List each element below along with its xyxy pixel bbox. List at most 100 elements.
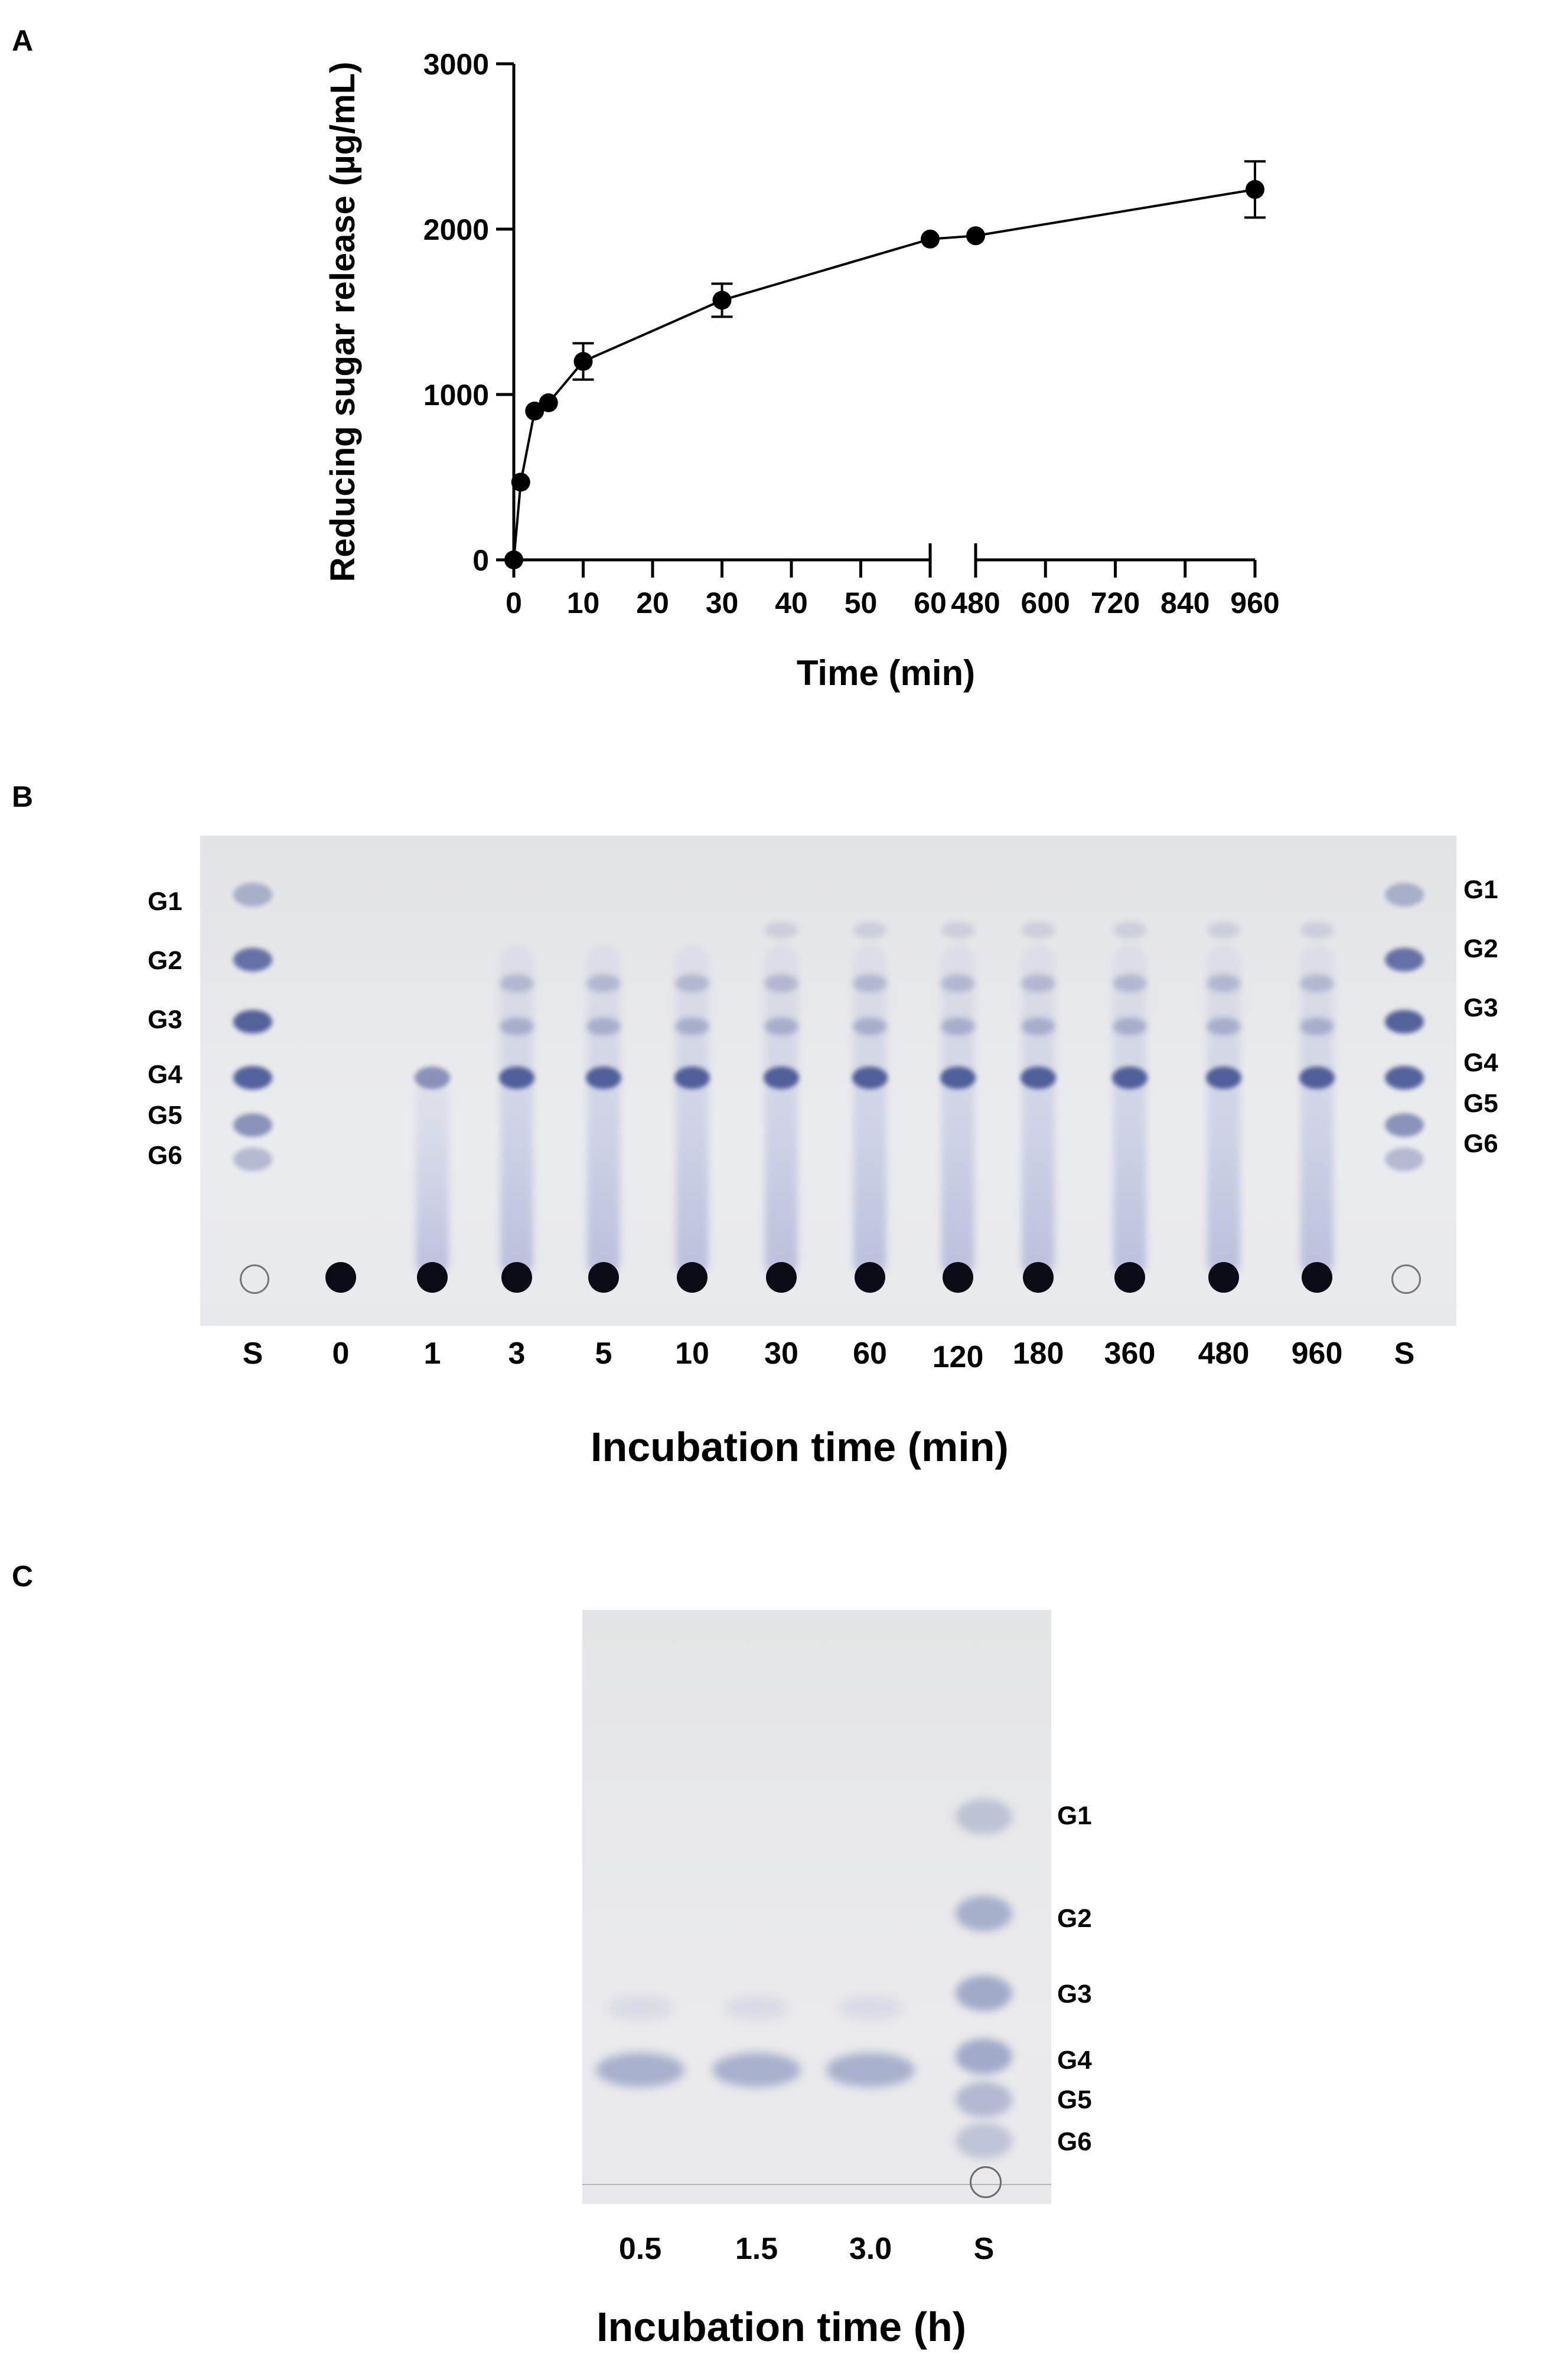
g3-band xyxy=(1021,1018,1055,1035)
lane-label: 30 xyxy=(764,1336,798,1371)
g1-band xyxy=(1113,922,1146,938)
lane-streak xyxy=(587,945,620,1277)
g1-band xyxy=(853,922,886,938)
band-label: G2 xyxy=(148,946,182,975)
g4-band xyxy=(940,1067,976,1089)
series-line xyxy=(513,188,1256,560)
band-label: G3 xyxy=(148,1005,182,1034)
data-point xyxy=(966,226,985,246)
g4-band xyxy=(415,1067,450,1089)
panel-a-letter: A xyxy=(12,24,34,57)
band-label: G5 xyxy=(1057,2085,1092,2114)
origin-spot xyxy=(677,1262,708,1293)
standard-band xyxy=(1385,1147,1424,1171)
x-tick-label: 50 xyxy=(845,586,878,620)
y-tick-label: 0 xyxy=(472,544,489,577)
standard-band xyxy=(956,1975,1012,2011)
lane-label: 10 xyxy=(675,1336,709,1371)
origin-spot xyxy=(1023,1262,1054,1293)
g4-band xyxy=(712,2053,801,2087)
origin-spot xyxy=(417,1262,448,1293)
standard-band xyxy=(1385,948,1424,971)
g4-band xyxy=(1299,1067,1335,1089)
standard-band xyxy=(956,2082,1012,2117)
x-tick-label: 30 xyxy=(706,586,739,620)
lane-label: 960 xyxy=(1291,1336,1343,1371)
lane-streak xyxy=(765,945,798,1277)
lane-streak xyxy=(941,945,974,1277)
faint-band xyxy=(724,1996,789,2020)
data-point xyxy=(573,352,593,371)
lane-label: S xyxy=(973,2232,995,2266)
x-tick-label: 960 xyxy=(1230,586,1279,620)
lane-streak xyxy=(1300,945,1334,1277)
standard-band xyxy=(233,1010,272,1033)
lane-label: 0.5 xyxy=(618,2232,662,2266)
lane-streak xyxy=(676,945,709,1277)
data-point xyxy=(525,402,545,420)
g2-band xyxy=(500,974,534,992)
y-tick-label: 2000 xyxy=(423,213,489,246)
g2-band xyxy=(1300,974,1334,992)
g2-band xyxy=(764,974,798,992)
origin-ring xyxy=(240,1264,269,1294)
standard-band xyxy=(956,1799,1012,1834)
standard-band xyxy=(1385,883,1424,907)
y-tick-label: 1000 xyxy=(423,379,489,412)
band-label: G3 xyxy=(1057,1980,1092,2009)
origin-spot xyxy=(1114,1262,1145,1293)
lane-label: S xyxy=(1394,1336,1415,1371)
band-label: G6 xyxy=(1057,2127,1092,2156)
standard-band xyxy=(1385,1010,1424,1033)
g4-band xyxy=(826,2053,915,2087)
origin-spot xyxy=(1208,1262,1239,1293)
band-label: G4 xyxy=(1057,2046,1092,2075)
g1-band xyxy=(1207,922,1240,938)
band-label: G3 xyxy=(1463,993,1498,1022)
g2-band xyxy=(586,974,621,992)
band-label: G5 xyxy=(148,1101,182,1130)
g2-band xyxy=(941,974,975,992)
band-label: G1 xyxy=(148,887,182,916)
x-axis-title: Time (min) xyxy=(797,653,975,693)
origin-spot xyxy=(1302,1262,1332,1293)
lane-label: 5 xyxy=(595,1336,612,1371)
lane-label: 60 xyxy=(853,1336,887,1371)
lane-streak xyxy=(500,945,533,1277)
lane-label: 480 xyxy=(1198,1336,1250,1371)
panel-c-letter: C xyxy=(12,1560,34,1593)
x-tick-label: 0 xyxy=(506,586,522,620)
standard-band xyxy=(956,2039,1012,2074)
g1-band xyxy=(1300,922,1334,938)
g3-band xyxy=(500,1018,534,1035)
lane-streak xyxy=(1022,945,1055,1277)
g2-band xyxy=(675,974,709,992)
g1-band xyxy=(941,922,974,938)
data-point xyxy=(511,472,530,492)
faint-band xyxy=(608,1996,673,2020)
data-point xyxy=(504,550,523,569)
g2-band xyxy=(1207,974,1241,992)
panel-c-xlabel: Incubation time (h) xyxy=(596,2304,967,2350)
lane-label: 180 xyxy=(1012,1336,1064,1371)
g2-band xyxy=(1113,974,1147,992)
x-tick-label: 600 xyxy=(1021,586,1070,620)
band-label: G4 xyxy=(148,1060,182,1089)
g3-band xyxy=(764,1018,798,1035)
g4-band xyxy=(1112,1067,1147,1089)
g3-band xyxy=(1113,1018,1147,1035)
g4-band xyxy=(499,1067,534,1089)
band-label: G1 xyxy=(1463,875,1498,904)
lane-streak xyxy=(1207,945,1240,1277)
g3-band xyxy=(853,1018,887,1035)
data-point xyxy=(539,393,558,412)
lane-label: 3.0 xyxy=(849,2232,892,2266)
lane-streak xyxy=(1113,945,1146,1277)
y-axis-title: Reducing sugar release (µg/mL) xyxy=(324,61,362,582)
g4-band xyxy=(852,1067,888,1089)
origin-spot xyxy=(588,1262,619,1293)
faint-band xyxy=(838,1996,903,2020)
origin-line xyxy=(582,2184,1051,2185)
y-tick-label: 3000 xyxy=(423,48,489,81)
g4-band xyxy=(1021,1067,1056,1089)
